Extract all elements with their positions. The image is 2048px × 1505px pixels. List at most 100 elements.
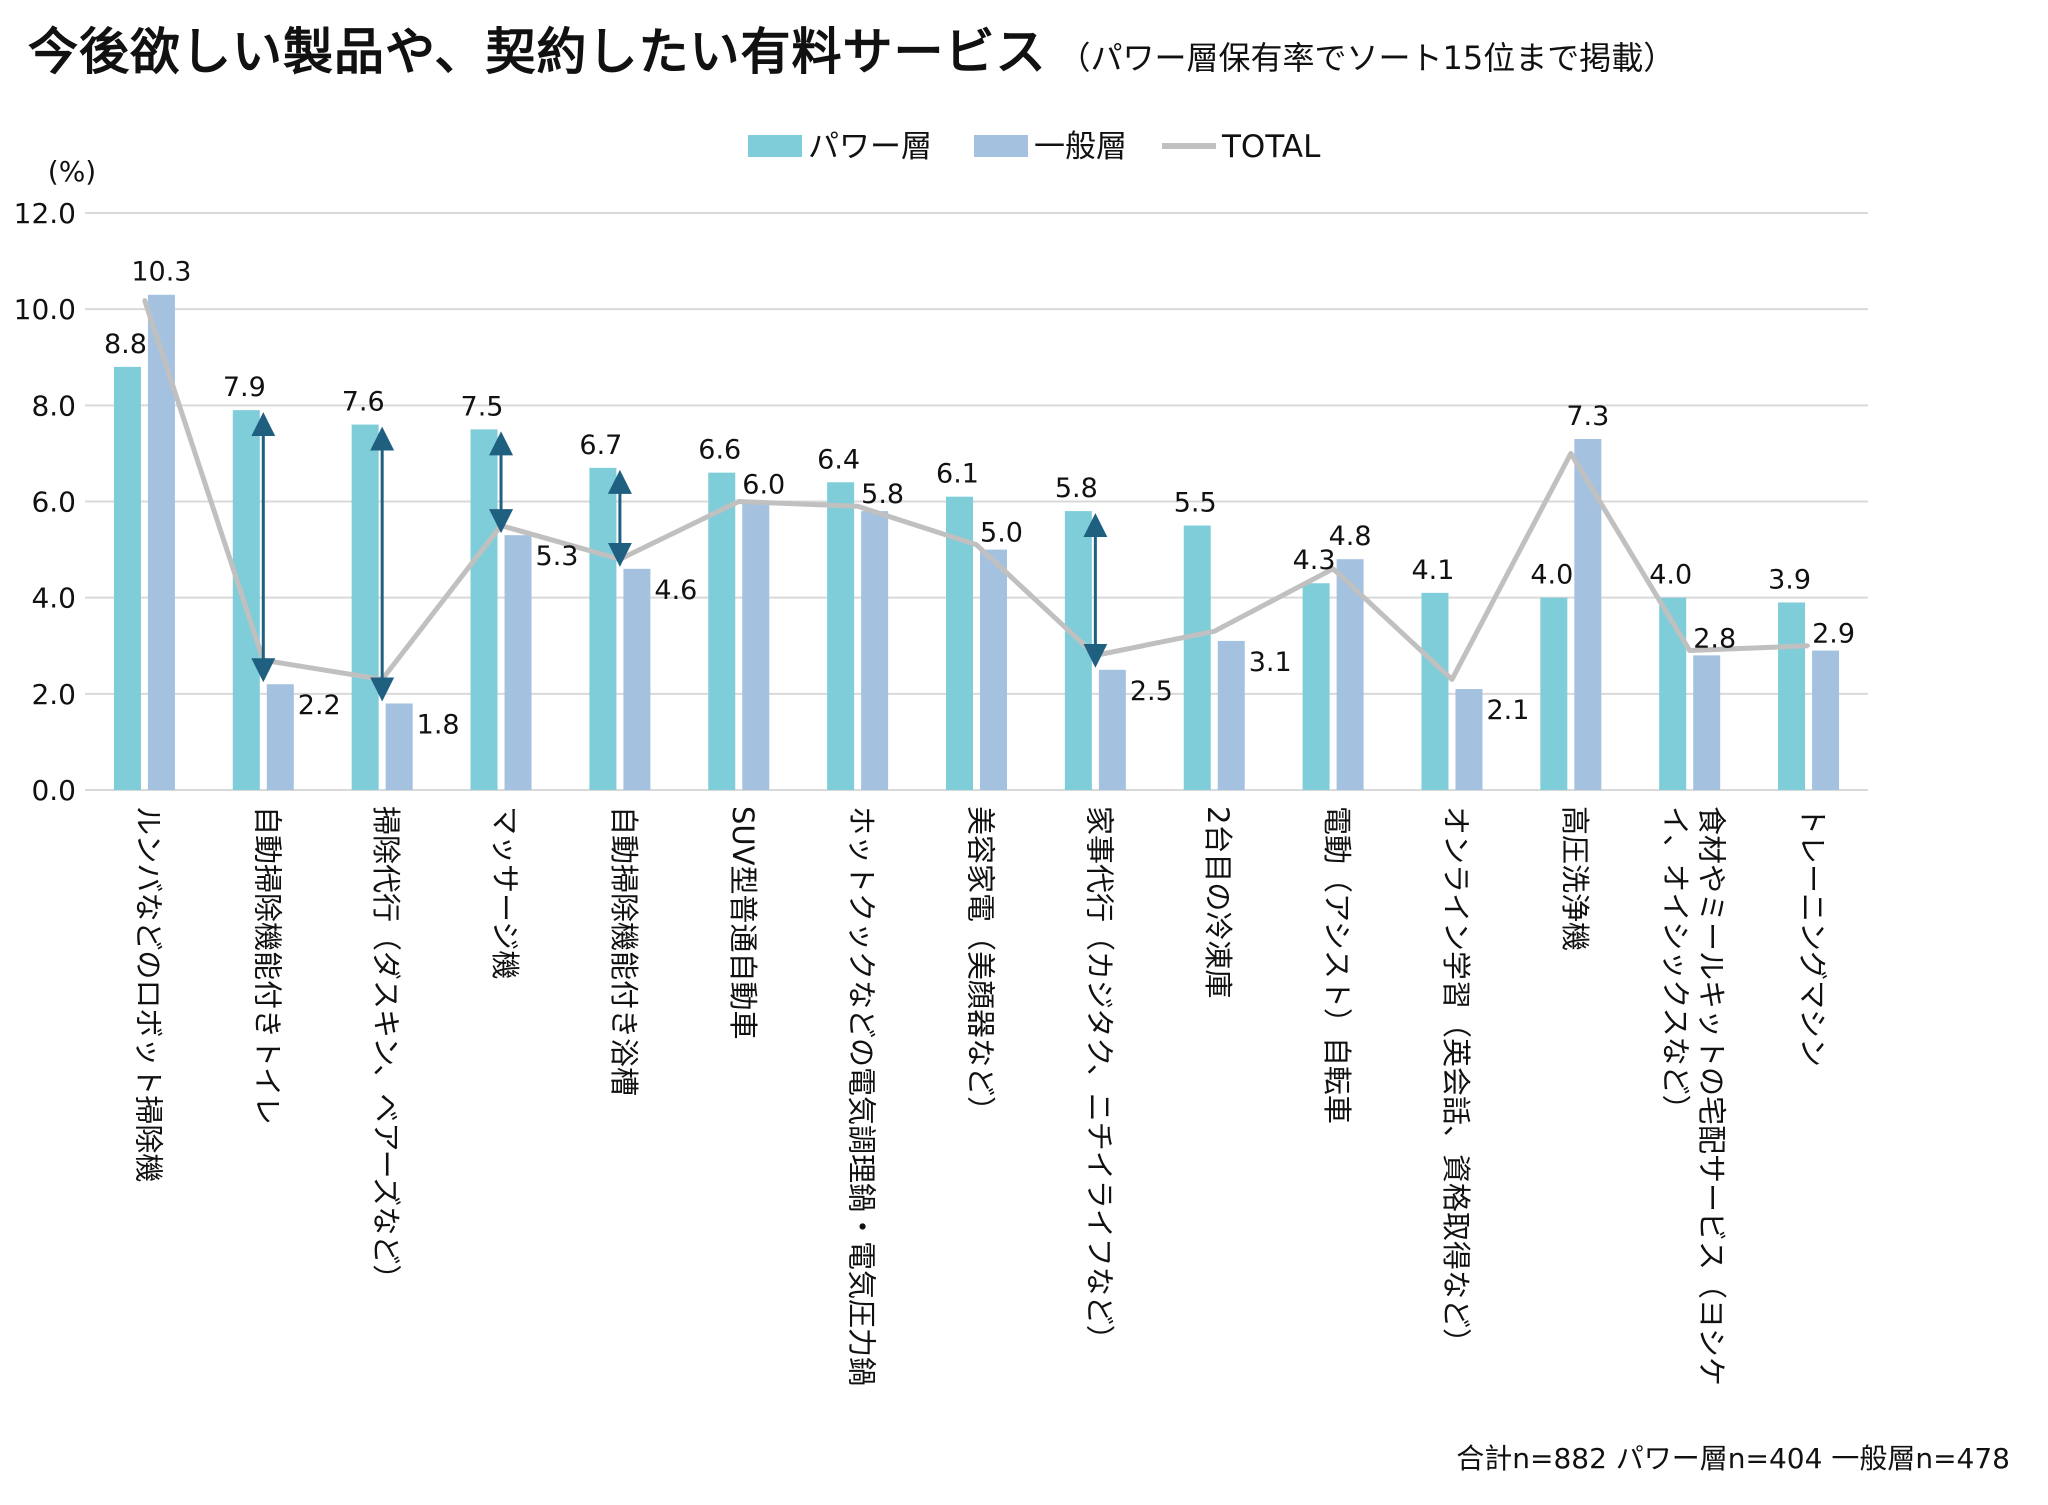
category-label: 食材やミールキットの宅配サービス（ヨシケ bbox=[1695, 806, 1729, 1386]
bar-power bbox=[470, 429, 498, 790]
bar-power bbox=[827, 482, 855, 790]
data-label-general: 2.9 bbox=[1812, 619, 1855, 650]
total-point bbox=[1569, 451, 1573, 455]
data-label-power: 6.4 bbox=[817, 444, 860, 475]
category-label: 自動掃除機能付き浴槽 bbox=[607, 806, 641, 1096]
legend-label-general: 一般層 bbox=[1034, 129, 1127, 165]
data-label-general: 1.8 bbox=[417, 709, 460, 740]
bar-power bbox=[589, 467, 617, 790]
bar-general bbox=[147, 294, 175, 790]
total-point bbox=[142, 298, 146, 302]
category-label: 自動掃除機能付きトイレ bbox=[250, 806, 284, 1125]
bar-power bbox=[1778, 602, 1806, 790]
bar-power bbox=[1659, 597, 1687, 790]
data-label-general: 2.2 bbox=[298, 690, 341, 721]
total-point bbox=[1807, 644, 1811, 648]
total-point bbox=[1331, 567, 1335, 571]
bar-general bbox=[742, 501, 770, 790]
bar-power bbox=[1421, 592, 1449, 790]
data-label-power: 5.5 bbox=[1174, 488, 1217, 519]
bar-power bbox=[113, 366, 141, 790]
y-tick-label: 4.0 bbox=[31, 582, 76, 615]
data-label-power: 6.6 bbox=[698, 435, 741, 466]
bar-general bbox=[1217, 640, 1245, 790]
data-label-general: 2.8 bbox=[1693, 623, 1736, 654]
bar-power bbox=[351, 424, 379, 790]
y-tick-label: 2.0 bbox=[31, 678, 76, 711]
data-label-power: 4.1 bbox=[1411, 555, 1454, 586]
title-main: 今後欲しい製品や、契約したい有料サービス bbox=[28, 23, 1047, 81]
gridlines bbox=[85, 212, 1868, 791]
y-tick-label: 10.0 bbox=[14, 293, 76, 326]
bar-power bbox=[1183, 525, 1211, 790]
legend-label-power: パワー層 bbox=[808, 129, 932, 165]
data-label-power: 8.8 bbox=[104, 329, 147, 360]
data-label-power: 4.3 bbox=[1293, 545, 1336, 576]
bar-general bbox=[504, 535, 532, 790]
data-label-power: 6.7 bbox=[579, 430, 622, 461]
bar-general bbox=[1812, 650, 1840, 790]
data-label-power: 6.1 bbox=[936, 459, 979, 490]
data-label-power: 7.6 bbox=[342, 387, 385, 418]
sample-size-note: 合計n=882 パワー層n=404 一般層n=478 bbox=[1456, 1442, 2010, 1475]
data-label-general: 5.3 bbox=[536, 541, 579, 572]
data-label-power: 3.9 bbox=[1768, 564, 1811, 595]
total-point bbox=[737, 500, 741, 503]
y-tick-label: 6.0 bbox=[31, 486, 76, 519]
data-label-general: 6.0 bbox=[742, 470, 785, 501]
category-label: 2台目の冷凍庫 bbox=[1201, 806, 1235, 998]
bar-general bbox=[1455, 689, 1483, 790]
data-label-general: 10.3 bbox=[131, 257, 191, 288]
y-axis-label: (%) bbox=[48, 155, 96, 188]
title-subtitle: （パワー層保有率でソート15位まで掲載） bbox=[1058, 39, 1676, 77]
legend: パワー層 一般層 TOTAL bbox=[748, 129, 1321, 165]
data-labels: 8.8 10.3 7.9 2.2 7.6 1.8 7.5 5.3 6.7 4.6 6.66.0 6.4… bbox=[104, 257, 1855, 741]
category-label: 美容家電（美顔器など） bbox=[964, 806, 998, 1125]
category-label: ホットクックなどの電気調理鍋・電気圧力鍋 bbox=[845, 806, 879, 1386]
category-label: ルンバなどのロボット掃除機 bbox=[131, 806, 165, 1182]
bars bbox=[113, 294, 1840, 790]
data-label-general: 4.6 bbox=[654, 575, 697, 606]
data-label-power: 4.0 bbox=[1649, 560, 1692, 591]
y-axis: 0.0 2.0 4.0 6.0 8.0 10.0 12.0 bbox=[14, 197, 76, 807]
total-point bbox=[499, 524, 503, 528]
bar-power bbox=[232, 410, 260, 790]
total-point bbox=[1450, 677, 1454, 681]
total-point bbox=[975, 543, 978, 547]
bar-general bbox=[1574, 438, 1602, 790]
bar-general bbox=[861, 511, 889, 790]
bar-power bbox=[946, 496, 973, 790]
category-label: 電動（アシスト）自転車 bbox=[1320, 806, 1354, 1124]
y-tick-label: 12.0 bbox=[14, 197, 76, 230]
gap-arrows bbox=[251, 412, 1108, 702]
category-label: 高圧洗浄機 bbox=[1558, 806, 1592, 951]
category-label: 家事代行（カジタク、ニチイライフなど） bbox=[1082, 806, 1116, 1354]
category-label: マッサージ機 bbox=[488, 806, 522, 979]
data-label-power: 7.9 bbox=[223, 372, 266, 403]
total-point bbox=[1212, 629, 1216, 633]
category-label: 掃除代行（ダスキン、ベアーズなど） bbox=[369, 806, 403, 1293]
data-label-general: 5.8 bbox=[861, 479, 904, 510]
chart-title: 今後欲しい製品や、契約したい有料サービス （パワー層保有率でソート15位まで掲載） bbox=[28, 12, 1675, 84]
data-label-power: 4.0 bbox=[1530, 560, 1573, 591]
data-label-general: 3.1 bbox=[1249, 647, 1292, 678]
total-point bbox=[618, 557, 622, 561]
legend-swatch-power bbox=[748, 135, 802, 157]
bar-general bbox=[1336, 559, 1364, 790]
bar-power bbox=[1302, 583, 1330, 790]
bar-power bbox=[1540, 597, 1568, 790]
data-label-general: 2.1 bbox=[1486, 695, 1529, 726]
category-label: SUV型普通自動車 bbox=[726, 806, 760, 1039]
bar-general bbox=[980, 549, 1007, 790]
bar-general bbox=[385, 703, 413, 790]
category-label: イ、オイシックスなど） bbox=[1659, 806, 1693, 1124]
bar-general bbox=[266, 684, 294, 790]
total-point bbox=[1688, 649, 1692, 653]
category-labels: ルンバなどのロボット掃除機 自動掃除機能付きトイレ 掃除代行（ダスキン、ベアーズなど… bbox=[131, 806, 1829, 1386]
bar-general bbox=[1098, 669, 1126, 790]
bar-power bbox=[708, 472, 736, 790]
data-label-general: 5.0 bbox=[980, 518, 1023, 549]
legend-swatch-general bbox=[974, 135, 1028, 157]
y-tick-label: 8.0 bbox=[31, 389, 76, 422]
